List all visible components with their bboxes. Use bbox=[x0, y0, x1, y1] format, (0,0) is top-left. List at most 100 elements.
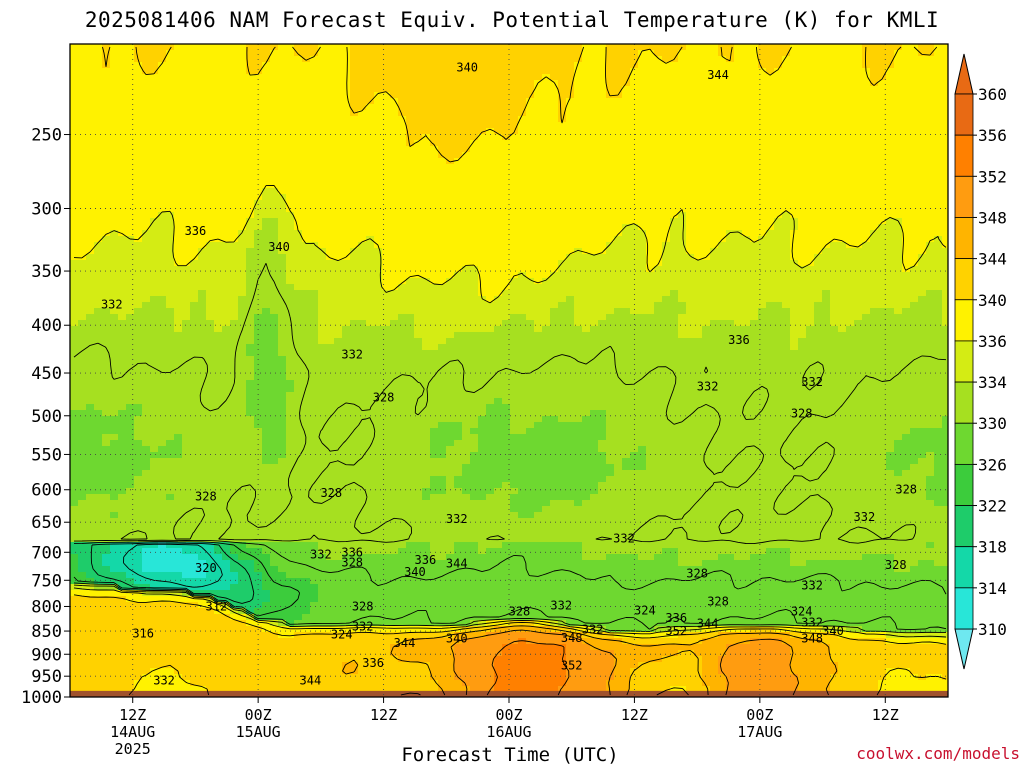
field-cell bbox=[302, 314, 311, 321]
field-cell bbox=[334, 266, 343, 273]
field-cell bbox=[598, 254, 607, 261]
field-cell bbox=[742, 122, 751, 129]
field-cell bbox=[182, 260, 191, 267]
field-cell bbox=[422, 80, 431, 87]
field-cell bbox=[166, 158, 175, 165]
field-cell bbox=[294, 98, 303, 105]
field-cell bbox=[574, 104, 583, 111]
field-cell bbox=[382, 254, 391, 261]
field-cell bbox=[486, 170, 495, 177]
field-cell bbox=[790, 122, 799, 129]
field-cell bbox=[606, 242, 615, 249]
field-cell bbox=[718, 116, 727, 123]
field-cell bbox=[230, 248, 239, 255]
field-cell bbox=[238, 278, 247, 285]
field-cell bbox=[870, 308, 879, 315]
field-cell bbox=[502, 134, 511, 141]
field-cell bbox=[438, 110, 447, 117]
field-cell bbox=[198, 92, 207, 99]
field-cell bbox=[614, 80, 623, 87]
field-cell bbox=[174, 86, 183, 93]
field-cell bbox=[574, 308, 583, 315]
field-cell bbox=[174, 260, 183, 267]
field-cell bbox=[526, 44, 535, 51]
field-cell bbox=[774, 260, 783, 267]
field-cell bbox=[70, 62, 79, 69]
field-cell bbox=[374, 122, 383, 129]
field-cell bbox=[918, 266, 927, 273]
field-cell bbox=[374, 296, 383, 303]
field-cell bbox=[326, 158, 335, 165]
field-cell bbox=[430, 170, 439, 177]
field-cell bbox=[750, 92, 759, 99]
field-cell bbox=[486, 146, 495, 153]
field-cell bbox=[630, 260, 639, 267]
field-cell bbox=[686, 80, 695, 87]
field-cell bbox=[894, 110, 903, 117]
field-cell bbox=[846, 272, 855, 279]
field-cell bbox=[702, 272, 711, 279]
field-cell bbox=[670, 206, 679, 213]
field-cell bbox=[558, 146, 567, 153]
field-cell bbox=[174, 314, 183, 321]
field-cell bbox=[702, 158, 711, 165]
field-cell bbox=[518, 236, 527, 243]
field-cell bbox=[806, 158, 815, 165]
field-cell bbox=[910, 86, 919, 93]
field-cell bbox=[646, 122, 655, 129]
field-cell bbox=[238, 308, 247, 315]
field-cell bbox=[806, 152, 815, 159]
field-cell bbox=[654, 302, 663, 309]
field-cell bbox=[238, 86, 247, 93]
field-cell bbox=[606, 170, 615, 177]
field-cell bbox=[790, 68, 799, 75]
field-cell bbox=[838, 266, 847, 273]
field-cell bbox=[198, 176, 207, 183]
field-cell bbox=[734, 128, 743, 135]
field-cell bbox=[478, 248, 487, 255]
field-cell bbox=[310, 62, 319, 69]
field-cell bbox=[566, 182, 575, 189]
field-cell bbox=[902, 236, 911, 243]
field-cell bbox=[838, 284, 847, 291]
field-cell bbox=[214, 44, 223, 51]
field-cell bbox=[622, 284, 631, 291]
field-cell bbox=[438, 200, 447, 207]
field-cell bbox=[102, 308, 111, 315]
field-cell bbox=[710, 218, 719, 225]
field-cell bbox=[830, 86, 839, 93]
field-cell bbox=[846, 266, 855, 273]
field-cell bbox=[478, 110, 487, 117]
field-cell bbox=[710, 98, 719, 105]
field-cell bbox=[598, 104, 607, 111]
field-cell bbox=[694, 146, 703, 153]
field-cell bbox=[190, 104, 199, 111]
field-cell bbox=[582, 260, 591, 267]
field-cell bbox=[86, 296, 95, 303]
field-cell bbox=[806, 62, 815, 69]
field-cell bbox=[86, 92, 95, 99]
field-cell bbox=[622, 254, 631, 261]
field-cell bbox=[142, 302, 151, 309]
field-cell bbox=[230, 278, 239, 285]
field-cell bbox=[526, 170, 535, 177]
field-cell bbox=[526, 296, 535, 303]
field-cell bbox=[934, 134, 943, 141]
field-cell bbox=[150, 284, 159, 291]
field-cell bbox=[126, 80, 135, 87]
field-cell bbox=[470, 296, 479, 303]
field-cell bbox=[886, 50, 895, 57]
field-cell bbox=[830, 146, 839, 153]
field-cell bbox=[158, 152, 167, 159]
field-cell bbox=[246, 278, 255, 285]
field-cell bbox=[758, 170, 767, 177]
field-cell bbox=[174, 272, 183, 279]
field-cell bbox=[550, 128, 559, 135]
field-cell bbox=[918, 74, 927, 81]
field-cell bbox=[902, 116, 911, 123]
field-cell bbox=[838, 308, 847, 315]
field-cell bbox=[86, 194, 95, 201]
field-cell bbox=[342, 296, 351, 303]
field-cell bbox=[742, 146, 751, 153]
field-cell bbox=[526, 158, 535, 165]
